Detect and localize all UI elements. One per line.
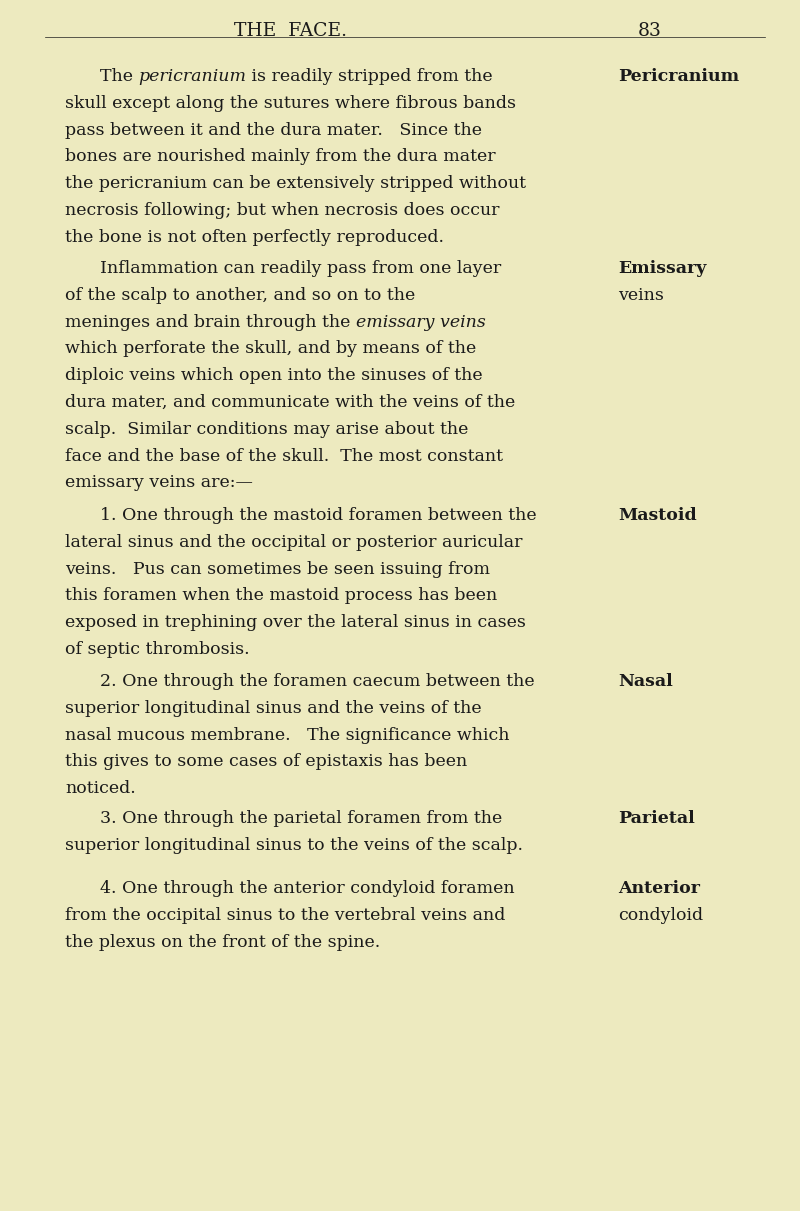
Text: 4. One through the anterior condyloid foramen: 4. One through the anterior condyloid fo… [100, 880, 514, 897]
Text: Emissary: Emissary [618, 260, 706, 277]
Text: the bone is not often perfectly reproduced.: the bone is not often perfectly reproduc… [65, 229, 444, 246]
Text: necrosis following; but when necrosis does occur: necrosis following; but when necrosis do… [65, 202, 499, 219]
Text: Mastoid: Mastoid [618, 507, 697, 524]
Text: is readily stripped from the: is readily stripped from the [246, 68, 493, 85]
Text: pass between it and the dura mater.   Since the: pass between it and the dura mater. Sinc… [65, 121, 482, 138]
Text: emissary veins: emissary veins [356, 314, 486, 331]
Text: which perforate the skull, and by means of the: which perforate the skull, and by means … [65, 340, 476, 357]
Text: emissary veins are:—: emissary veins are:— [65, 475, 253, 492]
Text: the pericranium can be extensively stripped without: the pericranium can be extensively strip… [65, 176, 526, 193]
Text: from the occipital sinus to the vertebral veins and: from the occipital sinus to the vertebra… [65, 907, 506, 924]
Text: Anterior: Anterior [618, 880, 700, 897]
Text: of septic thrombosis.: of septic thrombosis. [65, 641, 250, 658]
Text: bones are nourished mainly from the dura mater: bones are nourished mainly from the dura… [65, 149, 496, 166]
Text: Pericranium: Pericranium [618, 68, 739, 85]
Text: diploic veins which open into the sinuses of the: diploic veins which open into the sinuse… [65, 367, 482, 384]
Text: 3. One through the parietal foramen from the: 3. One through the parietal foramen from… [100, 810, 502, 827]
Text: this foramen when the mastoid process has been: this foramen when the mastoid process ha… [65, 587, 498, 604]
Text: of the scalp to another, and so on to the: of the scalp to another, and so on to th… [65, 287, 415, 304]
Text: the plexus on the front of the spine.: the plexus on the front of the spine. [65, 934, 380, 951]
Text: superior longitudinal sinus to the veins of the scalp.: superior longitudinal sinus to the veins… [65, 837, 523, 854]
Text: noticed.: noticed. [65, 780, 136, 797]
Text: nasal mucous membrane.   The significance which: nasal mucous membrane. The significance … [65, 727, 510, 744]
Text: dura mater, and communicate with the veins of the: dura mater, and communicate with the vei… [65, 394, 515, 411]
Text: scalp.  Similar conditions may arise about the: scalp. Similar conditions may arise abou… [65, 420, 468, 438]
Text: THE  FACE.: THE FACE. [234, 22, 346, 40]
Text: this gives to some cases of epistaxis has been: this gives to some cases of epistaxis ha… [65, 753, 467, 770]
Text: Nasal: Nasal [618, 673, 673, 690]
Text: 83: 83 [638, 22, 662, 40]
Text: condyloid: condyloid [618, 907, 703, 924]
Text: veins: veins [618, 287, 664, 304]
Text: Inflammation can readily pass from one layer: Inflammation can readily pass from one l… [100, 260, 502, 277]
Text: meninges and brain through the: meninges and brain through the [65, 314, 356, 331]
Text: pericranium: pericranium [138, 68, 246, 85]
Text: 2. One through the foramen caecum between the: 2. One through the foramen caecum betwee… [100, 673, 534, 690]
Text: exposed in trephining over the lateral sinus in cases: exposed in trephining over the lateral s… [65, 614, 526, 631]
Text: face and the base of the skull.  The most constant: face and the base of the skull. The most… [65, 448, 503, 465]
Text: Parietal: Parietal [618, 810, 694, 827]
Text: skull except along the sutures where fibrous bands: skull except along the sutures where fib… [65, 94, 516, 111]
Text: veins.   Pus can sometimes be seen issuing from: veins. Pus can sometimes be seen issuing… [65, 561, 490, 578]
Text: The: The [100, 68, 138, 85]
Text: 1. One through the mastoid foramen between the: 1. One through the mastoid foramen betwe… [100, 507, 537, 524]
Text: lateral sinus and the occipital or posterior auricular: lateral sinus and the occipital or poste… [65, 534, 522, 551]
Text: superior longitudinal sinus and the veins of the: superior longitudinal sinus and the vein… [65, 700, 482, 717]
